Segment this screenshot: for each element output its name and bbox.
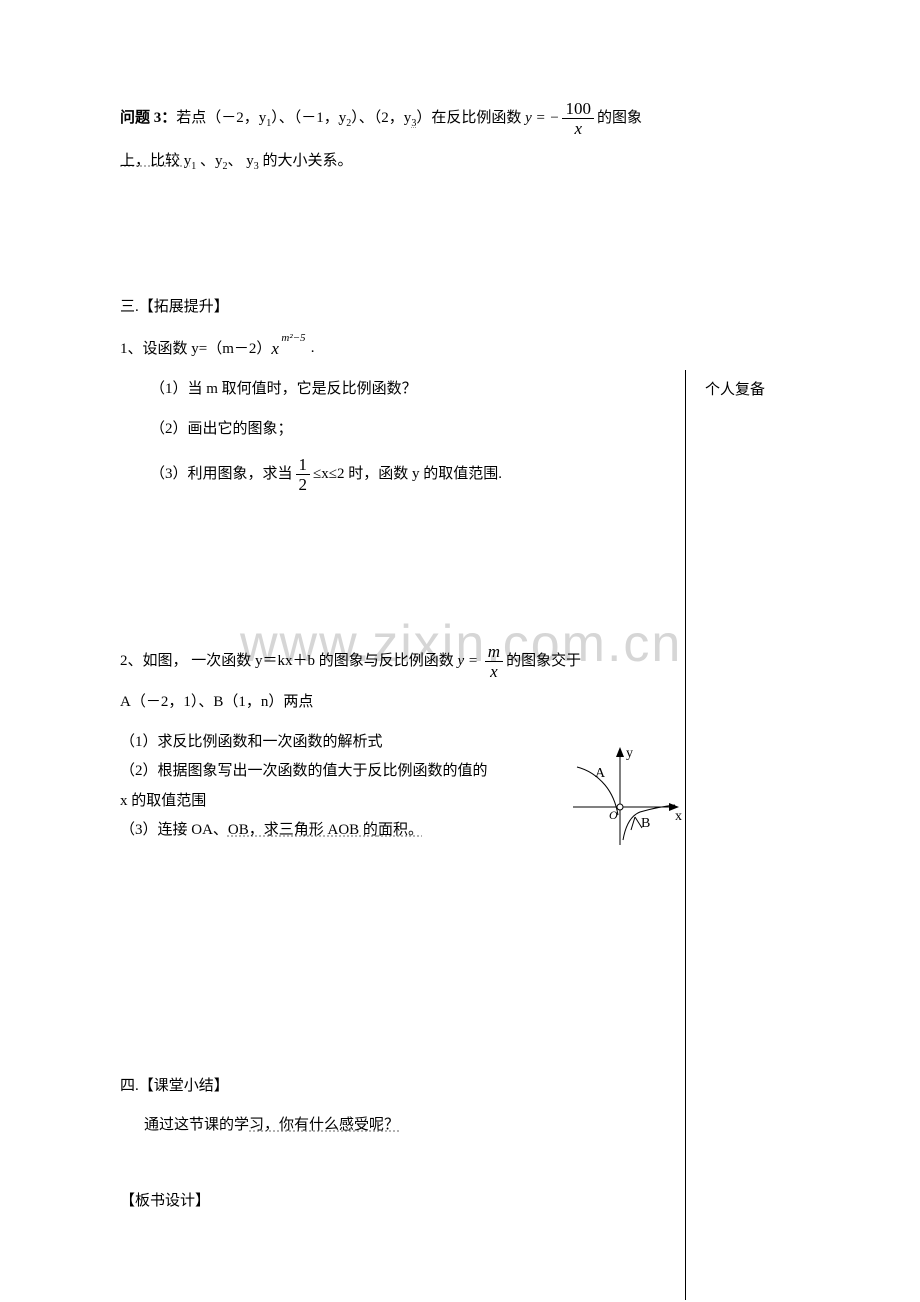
p1-power: m²−5: [281, 329, 305, 348]
q3-l2-b: 、y: [196, 153, 222, 169]
p1-3: （3）利用图象，求当12≤x≤2 时，函数 y 的取值范围.: [120, 456, 675, 493]
p2-num: m: [485, 643, 503, 662]
p1-3b: ≤x≤2 时，函数 y 的取值范围.: [313, 466, 502, 482]
p2-den: x: [485, 662, 503, 680]
q3-after: 的图象: [597, 110, 642, 126]
q3-fraction: 100x: [562, 100, 594, 137]
p2-q3b: OB，求三角形 AOB 的: [228, 822, 378, 838]
section-3-heading: 三.【拓展提升】: [120, 295, 675, 321]
section-4-heading: 四.【课堂小结】: [120, 1074, 675, 1100]
p2-q2b: x 的取值范围: [120, 789, 675, 815]
sidebar-divider: [685, 370, 686, 1300]
p2-frac: mx: [485, 643, 503, 680]
q3-l2-end: 的大小关系。: [259, 153, 353, 169]
q3-eq-prefix: y = −: [525, 110, 559, 126]
q3-t3: ）、（2，y: [351, 110, 411, 126]
sidebar-label: 个人复备: [705, 378, 765, 404]
p2-q3: （3）连接 OA、OB，求三角形 AOB 的面积。: [120, 818, 675, 844]
s4-body: 通过这节课的学习，你有什么感受呢？: [120, 1113, 675, 1139]
p1-3a: （3）利用图象，求当: [150, 466, 293, 482]
q3-l2-a: 上，比较 y: [120, 153, 191, 169]
p1-3-num: 1: [296, 456, 311, 475]
q3-t1: 若点（－2，y: [176, 110, 266, 126]
p1-x: x: [271, 339, 279, 358]
p2-q2: （2）根据图象写出一次函数的值大于反比例函数的值的: [120, 759, 675, 785]
p1-a: 1、设函数 y=（m－2）: [120, 340, 271, 356]
p2-q1: （1）求反比例函数和一次函数的解析式: [120, 730, 675, 756]
p2: 2、如图， 一次函数 y＝kx＋b 的图象与反比例函数 y = mx的图象交于: [120, 643, 675, 680]
p2-b: 的图象交于: [506, 653, 581, 669]
q3-frac-den: x: [562, 119, 594, 137]
p2-a: 2、如图， 一次函数 y＝kx＋b 的图象与反比例函数: [120, 653, 454, 669]
p1-exp: xm²−5: [271, 335, 279, 364]
q3-label: 问题 3：: [120, 110, 176, 126]
p1-1: （1）当 m 取何值时，它是反比例函数？: [120, 377, 675, 403]
axis-x-label: x: [675, 809, 682, 824]
q3-l2-c: 、 y: [228, 153, 254, 169]
p2-q3a: （3）连接 OA、: [120, 822, 228, 838]
q3-t2: ）、（－1，: [271, 110, 339, 126]
section-5-heading: 【板书设计】: [120, 1189, 675, 1215]
p1: 1、设函数 y=（m－2）xm²−5 .: [120, 335, 675, 364]
p2-eq: y =: [458, 653, 479, 669]
q3-frac-num: 100: [562, 100, 594, 119]
q3-t4: ）在反比例函数: [416, 110, 521, 126]
question-3: 问题 3：若点（－2，y1）、（－1，y2）、（2，y3）在反比例函数 y = …: [120, 100, 675, 137]
p1-2: （2）画出它的图象；: [120, 417, 675, 443]
p1-dot: .: [307, 340, 315, 356]
p2-q3c: 面积。: [378, 822, 423, 838]
s4-b2: 习，你有什么感受呢？: [249, 1117, 399, 1133]
s4-b1: 通过这节课的学: [144, 1117, 249, 1133]
p1-3-frac: 12: [296, 456, 311, 493]
p1-3-den: 2: [296, 475, 311, 493]
p2-line2: A（－2，1）、B（1，n）两点: [120, 690, 675, 716]
q3-line2: 上，比较 y1 、y2、 y3 的大小关系。: [120, 149, 675, 175]
